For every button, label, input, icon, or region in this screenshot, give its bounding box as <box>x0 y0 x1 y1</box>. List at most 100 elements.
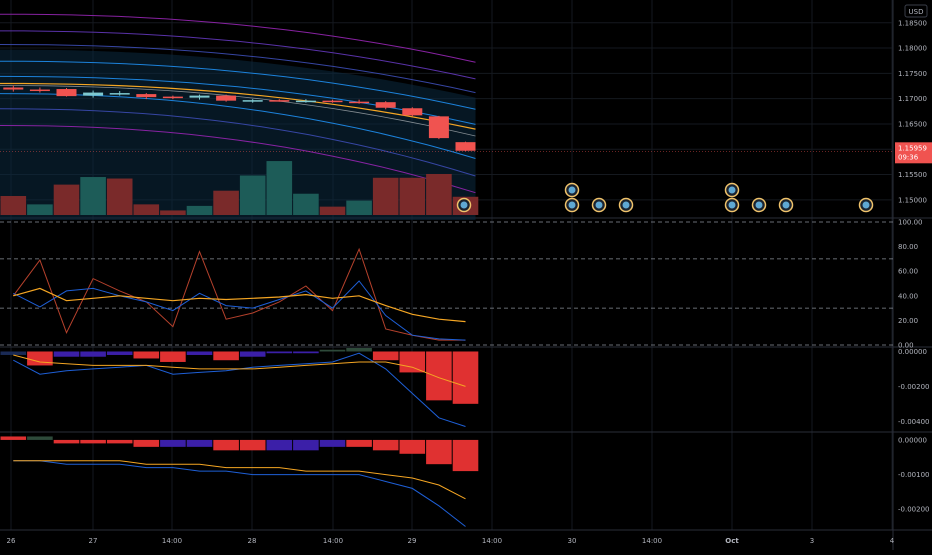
rsi-tick-label: 80.00 <box>898 243 918 251</box>
volume-bar <box>293 193 319 215</box>
event-marker-dot <box>862 201 870 209</box>
event-marker-dot <box>568 186 576 194</box>
candle-body <box>136 94 157 98</box>
macd1-tick-label: 0.00000 <box>898 348 927 356</box>
time-tick-label: 28 <box>248 537 257 545</box>
macd2-macd-line <box>13 460 466 527</box>
time-tick-label: 14:00 <box>323 537 343 545</box>
macd1-hist-bar <box>372 351 399 361</box>
price-tick-label: 1.18000 <box>898 45 927 53</box>
volume-bar <box>266 161 293 215</box>
volume-bar <box>399 177 426 215</box>
candle-body <box>402 108 423 116</box>
time-tick-label: 14:00 <box>482 537 502 545</box>
macd2-hist-bar <box>452 439 479 472</box>
macd1-hist-bar <box>452 351 479 404</box>
macd2-hist-bar <box>266 439 293 451</box>
macd2-hist-bar <box>399 439 426 454</box>
macd2-signal-line <box>13 460 466 500</box>
event-marker-dot <box>568 201 576 209</box>
volume-bar <box>346 200 372 215</box>
price-tick-label: 1.15500 <box>898 171 927 179</box>
time-tick-label: 14:00 <box>162 537 182 545</box>
macd2-hist-bar <box>293 439 319 451</box>
rsi-tick-label: 20.00 <box>898 317 918 325</box>
time-tick-label: 30 <box>568 537 577 545</box>
band-line <box>0 30 476 80</box>
event-marker-dot <box>755 201 763 209</box>
macd-pane-2 <box>0 436 479 527</box>
macd1-hist-bar <box>133 351 160 359</box>
band-line <box>0 93 476 159</box>
band-line <box>0 60 476 110</box>
macd-pane-1 <box>0 348 479 427</box>
event-marker-dot <box>782 201 790 209</box>
band-line <box>0 75 476 125</box>
macd2-tick-label: -0.00200 <box>898 506 929 514</box>
candle-body <box>349 101 370 104</box>
macd1-hist-bar <box>160 351 186 362</box>
candle-body <box>295 100 316 103</box>
time-tick-label: Oct <box>725 537 739 545</box>
rsi-tick-label: 100.00 <box>898 219 923 227</box>
volume-bar <box>80 177 106 215</box>
macd1-hist-bar <box>426 351 452 401</box>
macd2-hist-bar <box>372 439 399 451</box>
candle-body <box>56 89 77 97</box>
price-tick-label: 1.17500 <box>898 70 927 78</box>
event-marker-dot <box>595 201 603 209</box>
axes: 1.185001.180001.175001.170001.165001.160… <box>7 4 929 545</box>
band-fill <box>0 49 476 221</box>
macd2-hist-bar <box>80 439 106 444</box>
volume-bar <box>133 204 160 215</box>
rsi-pane <box>0 221 893 346</box>
macd1-tick-label: -0.00400 <box>898 418 929 426</box>
band-line <box>0 44 476 94</box>
macd1-hist-bar <box>106 351 133 355</box>
candle-body <box>455 142 476 151</box>
volume-bar <box>186 205 213 215</box>
candle-body <box>242 100 263 102</box>
event-marker-dot <box>728 186 736 194</box>
candle-body <box>269 100 290 102</box>
candle-body <box>375 102 396 108</box>
currency-box <box>904 4 928 18</box>
time-tick-label: 4 <box>890 537 895 545</box>
volume-bar <box>239 175 266 215</box>
candle-body <box>162 96 183 99</box>
price-candles <box>0 85 893 152</box>
volume-bar <box>106 178 133 215</box>
macd1-hist-bar <box>186 351 213 355</box>
macd2-hist-bar <box>346 439 372 447</box>
macd1-hist-bar <box>0 351 27 355</box>
volume-bars <box>0 161 479 215</box>
rsi-tick-label: 40.00 <box>898 292 918 300</box>
ema-line <box>0 82 476 130</box>
price-tick-label: 1.18500 <box>898 19 927 27</box>
macd1-hist-bar <box>53 351 80 357</box>
macd2-tick-label: 0.00000 <box>898 436 927 444</box>
event-marker-dot <box>622 201 630 209</box>
rsi-tick-label: 60.00 <box>898 268 918 276</box>
macd1-tick-label: -0.00200 <box>898 383 929 391</box>
macd2-hist-bar <box>133 439 160 447</box>
band-line <box>0 108 476 177</box>
rsi-k-line <box>12 247 466 341</box>
band-line <box>0 125 476 194</box>
price-tick-label: 1.16500 <box>898 120 927 128</box>
macd1-hist-bar <box>319 349 346 352</box>
rsi-ema-line <box>13 287 466 323</box>
last-price-tag <box>895 142 932 164</box>
macd1-signal-line <box>13 354 466 387</box>
candle-body <box>29 89 50 92</box>
event-marker-dot <box>460 201 468 209</box>
time-tick-label: 14:00 <box>642 537 662 545</box>
rsi-d-line <box>13 280 466 341</box>
macd2-hist-bar <box>27 436 53 440</box>
time-tick-label: 26 <box>7 537 16 545</box>
volume-bar <box>0 196 27 215</box>
event-markers <box>456 182 874 213</box>
